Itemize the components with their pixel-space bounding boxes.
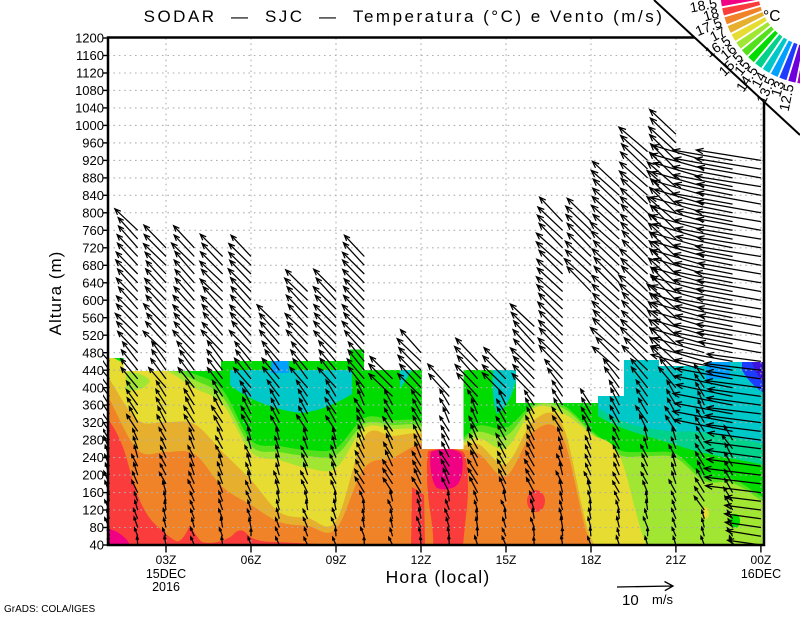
svg-text:400: 400 (82, 380, 104, 395)
svg-text:09Z: 09Z (326, 553, 347, 567)
svg-text:m/s: m/s (652, 592, 673, 607)
svg-text:15Z: 15Z (496, 553, 517, 567)
svg-text:GrADS: COLA/IGES: GrADS: COLA/IGES (4, 604, 95, 615)
svg-text:1000: 1000 (75, 118, 104, 133)
svg-text:80: 80 (90, 520, 104, 535)
svg-text:14: 14 (748, 69, 770, 90)
svg-text:720: 720 (82, 240, 104, 255)
svg-text:480: 480 (82, 345, 104, 360)
svg-text:06Z: 06Z (241, 553, 262, 567)
svg-text:Altura (m): Altura (m) (46, 251, 65, 336)
svg-text:880: 880 (82, 171, 104, 186)
svg-text:40: 40 (90, 538, 104, 553)
svg-text:320: 320 (82, 415, 104, 430)
svg-text:1120: 1120 (76, 66, 104, 81)
svg-text:120: 120 (82, 503, 104, 518)
svg-text:17: 17 (707, 23, 728, 44)
svg-text:560: 560 (82, 310, 104, 325)
svg-text:18.5: 18.5 (688, 0, 718, 16)
svg-text:760: 760 (82, 223, 104, 238)
svg-text:21Z: 21Z (666, 553, 687, 567)
svg-text:15DEC: 15DEC (146, 567, 186, 581)
svg-text:SODAR — SJC — Temperatura: SODAR — SJC — Temperatura (°C) e Vento (… (144, 7, 665, 26)
svg-text:1080: 1080 (75, 83, 104, 98)
svg-text:1160: 1160 (76, 48, 104, 63)
svg-text:240: 240 (82, 450, 104, 465)
svg-text:03Z: 03Z (156, 553, 177, 567)
svg-text:12Z: 12Z (411, 553, 432, 567)
svg-text:840: 840 (82, 188, 104, 203)
svg-text:00Z: 00Z (751, 553, 772, 567)
svg-text:800: 800 (82, 205, 104, 220)
svg-text:640: 640 (82, 275, 104, 290)
svg-text:520: 520 (82, 328, 104, 343)
svg-text:10: 10 (622, 592, 639, 609)
svg-text:13: 13 (767, 79, 787, 99)
svg-text:Hora (local): Hora (local) (386, 567, 491, 587)
svg-text:680: 680 (82, 258, 104, 273)
svg-text:1200: 1200 (75, 31, 104, 46)
svg-text:18: 18 (701, 4, 721, 24)
svg-text:280: 280 (82, 433, 104, 448)
svg-text:°C: °C (763, 8, 780, 25)
svg-text:960: 960 (82, 136, 104, 151)
svg-text:1040: 1040 (75, 101, 104, 116)
svg-text:920: 920 (82, 153, 104, 168)
svg-text:360: 360 (82, 398, 104, 413)
svg-text:12.5: 12.5 (776, 82, 797, 112)
svg-text:16DEC: 16DEC (741, 567, 781, 581)
svg-text:2016: 2016 (152, 580, 180, 594)
svg-text:18Z: 18Z (581, 553, 602, 567)
svg-text:200: 200 (82, 468, 104, 483)
svg-text:160: 160 (82, 485, 104, 500)
svg-text:440: 440 (82, 363, 104, 378)
svg-text:600: 600 (82, 293, 104, 308)
